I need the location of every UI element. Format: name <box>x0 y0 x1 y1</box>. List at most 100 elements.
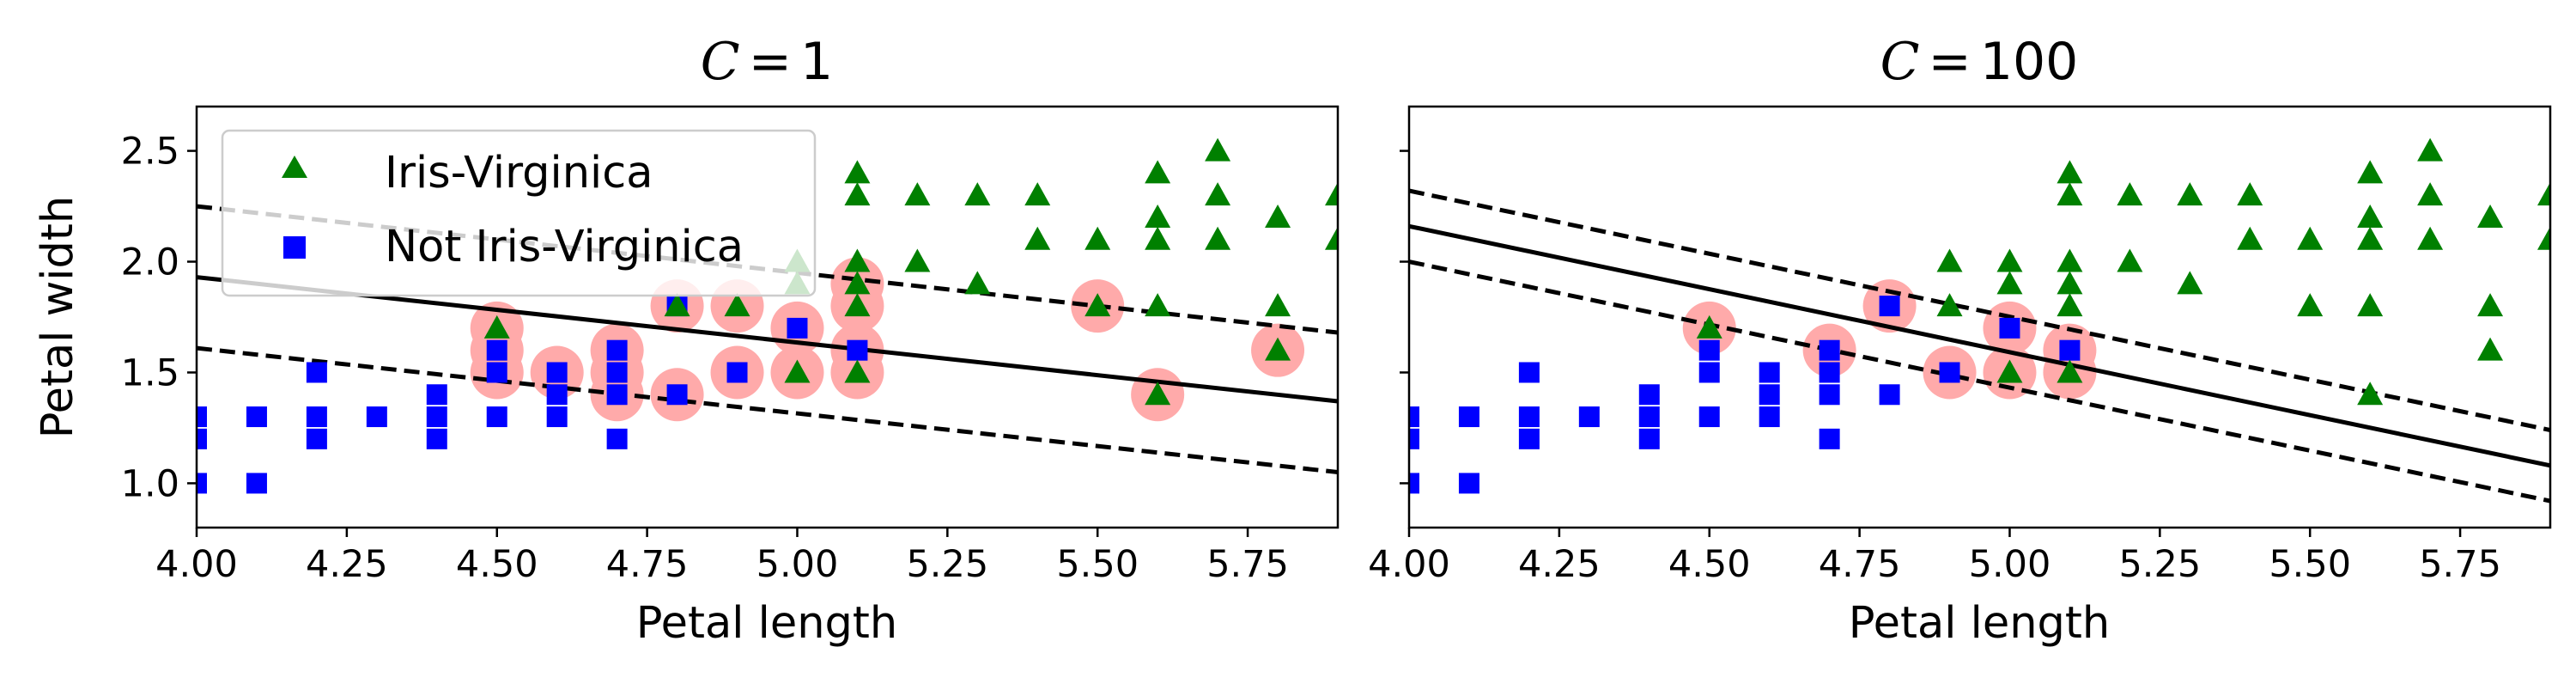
not-virginica-point <box>1879 384 1900 406</box>
not-virginica-point <box>1819 339 1840 361</box>
virginica-point <box>1205 226 1231 250</box>
virginica-point <box>1265 204 1291 228</box>
not-virginica-point <box>426 406 447 428</box>
not-virginica-point <box>1409 428 1419 449</box>
not-virginica-point <box>1698 406 1720 428</box>
not-virginica-point <box>1819 362 1840 383</box>
legend-frame <box>221 129 817 297</box>
virginica-point <box>664 293 690 317</box>
not-virginica-point <box>366 406 387 428</box>
not-virginica-point <box>1759 384 1780 406</box>
virginica-point <box>844 248 871 272</box>
x-axis-label: Petal length <box>1849 598 2111 649</box>
not-virginica-point <box>246 406 267 428</box>
not-virginica-point <box>1409 406 1419 428</box>
not-virginica-point <box>306 362 327 383</box>
x-tick-label: 5.50 <box>1056 543 1139 586</box>
point-layer <box>197 137 1338 494</box>
x-tick-label: 4.00 <box>155 543 238 586</box>
virginica-point <box>904 248 931 272</box>
not-virginica-point <box>486 406 507 428</box>
x-tick-label: 4.75 <box>1819 543 1901 586</box>
x-tick-label: 5.75 <box>2419 543 2501 586</box>
not-virginica-point <box>1759 362 1780 383</box>
plot-frame <box>195 105 1340 529</box>
virginica-point <box>2357 226 2384 250</box>
not-virginica-point <box>546 406 568 428</box>
not-virginica-point <box>1879 296 1900 317</box>
y-tick-label: 2.0 <box>121 241 179 284</box>
legend: Iris-Virginica Not Iris-Virginica <box>221 129 817 297</box>
virginica-point <box>964 182 991 206</box>
virginica-point <box>1205 182 1231 206</box>
virginica-point <box>844 359 871 383</box>
point-layer <box>1409 137 2550 494</box>
virginica-point <box>1024 182 1051 206</box>
virginica-point <box>2177 182 2203 206</box>
x-tick-label: 5.50 <box>2269 543 2351 586</box>
decision-boundary-line <box>1409 223 2550 468</box>
virginica-point <box>2057 359 2083 383</box>
not-virginica-point <box>1458 406 1479 428</box>
not-virginica-point <box>1999 317 2020 339</box>
virginica-point <box>1325 226 1338 250</box>
virginica-point <box>2237 226 2263 250</box>
virginica-point <box>1084 293 1111 317</box>
virginica-point <box>1145 160 1171 184</box>
axis-layer: 4.00 4.25 4.50 4.75 5.00 5.25 5.50 5.75 1.0 1.5 2.… <box>121 131 1289 586</box>
not-virginica-point <box>847 339 868 361</box>
virginica-point <box>2057 182 2083 206</box>
virginica-point <box>2417 137 2444 162</box>
x-tick-label: 4.50 <box>456 543 538 586</box>
virginica-point <box>2177 271 2203 295</box>
margin-upper-line <box>1409 188 2550 432</box>
virginica-point <box>844 271 871 295</box>
not-virginica-point <box>1819 384 1840 406</box>
title-val: 1 <box>800 32 833 92</box>
x-tick-label: 4.25 <box>306 543 388 586</box>
decision-boundary-line <box>197 275 1338 404</box>
x-tick-label: 5.00 <box>1969 543 2051 586</box>
virginica-point <box>2537 182 2550 206</box>
virginica-point <box>2057 160 2083 184</box>
not-virginica-point <box>306 406 327 428</box>
not-virginica-point <box>546 384 568 406</box>
virginica-point <box>2417 182 2444 206</box>
subplot-c1: C = 1 4.00 4.25 4.50 4.75 5.00 5.25 5.50 5.75 1.0 1… <box>33 32 1340 649</box>
virginica-point <box>844 293 871 317</box>
virginica-point <box>844 160 871 184</box>
not-virginica-point <box>306 428 327 449</box>
title-var: C <box>701 32 740 92</box>
not-virginica-point <box>726 362 748 383</box>
virginica-point <box>2117 248 2143 272</box>
title-var: C <box>1880 32 1920 92</box>
virginica-point <box>1145 226 1171 250</box>
margin-lower-line <box>197 345 1338 475</box>
virginica-point <box>1145 293 1171 317</box>
not-virginica-point <box>1939 362 1960 383</box>
title-val: 100 <box>1980 32 2079 92</box>
not-virginica-point <box>1518 406 1540 428</box>
not-virginica-point <box>426 384 447 406</box>
x-axis-label: Petal length <box>636 598 898 649</box>
boundary-layer <box>1409 188 2550 504</box>
virginica-point <box>724 293 750 317</box>
not-virginica-point <box>666 384 688 406</box>
x-tick-label: 5.00 <box>756 543 839 586</box>
virginica-point <box>1145 382 1171 406</box>
x-tick-label: 4.50 <box>1668 543 1751 586</box>
virginica-point <box>2357 293 2384 317</box>
not-virginica-point <box>197 406 207 428</box>
subplot-title-c1: C = 1 <box>701 32 833 92</box>
plot-frame <box>1407 105 2552 529</box>
not-virginica-point <box>1819 428 1840 449</box>
not-virginica-point <box>1638 406 1660 428</box>
virginica-point <box>1936 293 1963 317</box>
not-virginica-point <box>1638 428 1660 449</box>
not-virginica-point <box>1698 362 1720 383</box>
virginica-point <box>2057 293 2083 317</box>
not-virginica-point <box>2059 339 2081 361</box>
virginica-point <box>2477 337 2504 361</box>
virginica-point <box>1996 359 2023 383</box>
